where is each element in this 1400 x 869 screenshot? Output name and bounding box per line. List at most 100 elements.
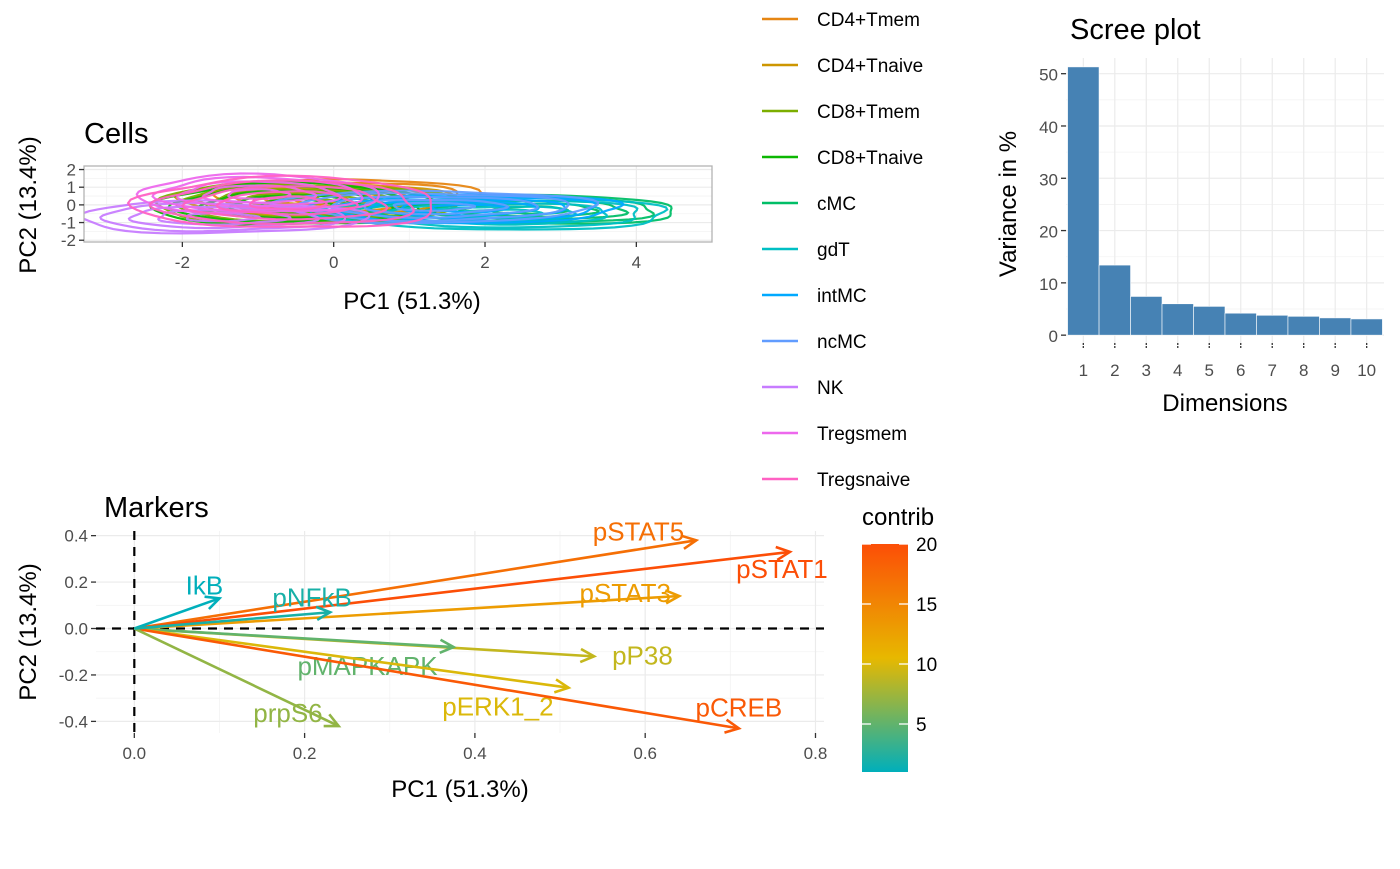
scree-x-tick-label: 10 — [1357, 361, 1376, 380]
arrow-label-prps6: prpS6 — [253, 698, 322, 728]
arrow-pcreb — [134, 627, 740, 730]
contour-tregsnaive — [148, 179, 415, 226]
scree-bar-4 — [1161, 303, 1194, 336]
contour-tregsnaive — [126, 174, 433, 228]
cells-x-tick-label: 2 — [480, 253, 489, 272]
legend-label-cmc: cMC — [817, 194, 856, 215]
contrib-tick-label: 10 — [916, 655, 937, 676]
cells-y-axis-title: PC2 (13.4%) — [15, 136, 42, 273]
arrow-head-ikb — [204, 595, 223, 610]
arrow-pstat3 — [134, 594, 680, 630]
scree-bar-7 — [1256, 314, 1289, 336]
arrow-label-pstat3: pSTAT3 — [579, 578, 671, 608]
scree-x-tick-label: 9 — [1330, 361, 1339, 380]
markers-y-axis-title: PC2 (13.4%) — [15, 563, 42, 700]
arrow-pnfkb — [134, 610, 331, 630]
scree-y-tick-label: 20 — [1039, 223, 1058, 242]
contrib-legend: contrib 5 10 15 20 — [862, 504, 937, 772]
cells-y-tick-label: 2 — [67, 161, 76, 180]
scree-y-axis-title: Variance in % — [995, 131, 1022, 277]
legend-label-intmc: intMC — [817, 286, 867, 307]
legend-label-nk: NK — [817, 378, 844, 399]
cells-x-tick-label: 4 — [632, 253, 641, 272]
cells-title: Cells — [84, 118, 148, 150]
scree-y-tick-label: 40 — [1039, 118, 1058, 137]
scree-bar-8 — [1287, 316, 1320, 336]
arrow-label-ikb: IkB — [186, 570, 224, 600]
arrow-head-pstat1 — [775, 545, 793, 562]
arrow-pstat5 — [134, 539, 697, 630]
contour-tregsnaive — [181, 185, 389, 221]
scree-x-tick-label: 3 — [1142, 361, 1151, 380]
contour-tregsmem — [135, 172, 381, 214]
markers-title: Markers — [104, 492, 209, 524]
markers-y-tick-label: -0.4 — [59, 712, 88, 731]
arrow-pmapkapk — [134, 627, 454, 649]
arrow-label-pcreb: pCREB — [696, 692, 783, 722]
legend-label-gdt: gdT — [817, 240, 850, 261]
cells-legend: CD4+Tmem CD4+Tnaive CD8+Tmem CD8+Tnaive cMC g… — [762, 10, 923, 491]
scree-x-axis-title: Dimensions — [1162, 390, 1287, 417]
scree-x-tick-label: 5 — [1205, 361, 1214, 380]
legend-label-cd8-tnaive: CD8+Tnaive — [817, 148, 923, 169]
markers-y-tick-label: -0.2 — [59, 666, 88, 685]
arrow-head-pstat5 — [681, 534, 700, 550]
arrow-perk1-2 — [134, 627, 569, 690]
arrow-pstat1 — [134, 550, 791, 630]
contour-ncmc — [392, 201, 477, 212]
scree-title: Scree plot — [1070, 14, 1201, 46]
legend-label-tregsmem: Tregsmem — [817, 424, 907, 445]
legend-label-cd4-tnaive: CD4+Tnaive — [817, 56, 923, 77]
contrib-legend-title: contrib — [862, 504, 934, 531]
cells-contours — [84, 172, 673, 235]
arrow-head-prps6 — [323, 713, 342, 728]
cells-y-tick-label: -1 — [61, 214, 76, 233]
markers-y-tick-label: 0.0 — [64, 620, 88, 639]
arrow-label-pp38: pP38 — [612, 640, 673, 670]
arrow-head-pcreb — [724, 718, 742, 734]
cells-panel-border — [83, 165, 713, 243]
cells-x-tick-label: 0 — [329, 253, 338, 272]
legend-label-ncmc: ncMC — [817, 332, 867, 353]
contour-tregsnaive — [248, 195, 328, 211]
scree-y-tick-label: 0 — [1049, 327, 1058, 346]
arrow-label-pstat5: pSTAT5 — [593, 516, 685, 546]
scree-x-tick-label: 1 — [1079, 361, 1088, 380]
markers-x-tick-label: 0.6 — [633, 744, 657, 763]
scree-bar-10 — [1350, 318, 1383, 336]
scree-x-tick-label: 7 — [1267, 361, 1276, 380]
arrow-head-pstat3 — [664, 589, 683, 605]
scree-y-tick-label: 50 — [1039, 66, 1058, 85]
scree-y-tick-label: 30 — [1039, 170, 1058, 189]
markers-x-axis-title: PC1 (51.3%) — [391, 776, 528, 803]
markers-y-tick-label: 0.4 — [64, 527, 88, 546]
contour-intmc — [430, 203, 511, 214]
markers-x-tick-label: 0.2 — [293, 744, 317, 763]
cells-x-axis-title: PC1 (51.3%) — [343, 288, 480, 315]
scree-bar-6 — [1224, 312, 1257, 336]
markers-x-tick-label: 0.8 — [804, 744, 828, 763]
arrow-head-perk1-2 — [553, 678, 572, 694]
arrow-head-pmapkapk — [439, 638, 457, 655]
contrib-tick-label: 15 — [916, 595, 937, 616]
scree-bar-5 — [1193, 306, 1226, 336]
legend-label-tregsnaive: Tregsnaive — [817, 470, 910, 491]
cells-y-tick-label: -2 — [61, 231, 76, 250]
markers-y-tick-label: 0.2 — [64, 573, 88, 592]
scree-x-tick-label: 4 — [1173, 361, 1182, 380]
cells-y-tick-label: 0 — [67, 196, 76, 215]
scree-bar-3 — [1130, 296, 1163, 336]
arrow-label-pstat1: pSTAT1 — [736, 554, 828, 584]
arrow-head-pp38 — [579, 647, 598, 664]
cells-x-tick-label: -2 — [175, 253, 190, 272]
arrow-label-perk1-2: pERK1_2 — [442, 692, 553, 722]
scree-x-tick-label: 6 — [1236, 361, 1245, 380]
cells-y-tick-label: 1 — [67, 178, 76, 197]
arrow-prps6 — [133, 627, 340, 728]
contrib-tick-label: 20 — [916, 535, 937, 556]
scree-bar-9 — [1319, 317, 1352, 336]
arrow-ikb — [133, 597, 220, 630]
